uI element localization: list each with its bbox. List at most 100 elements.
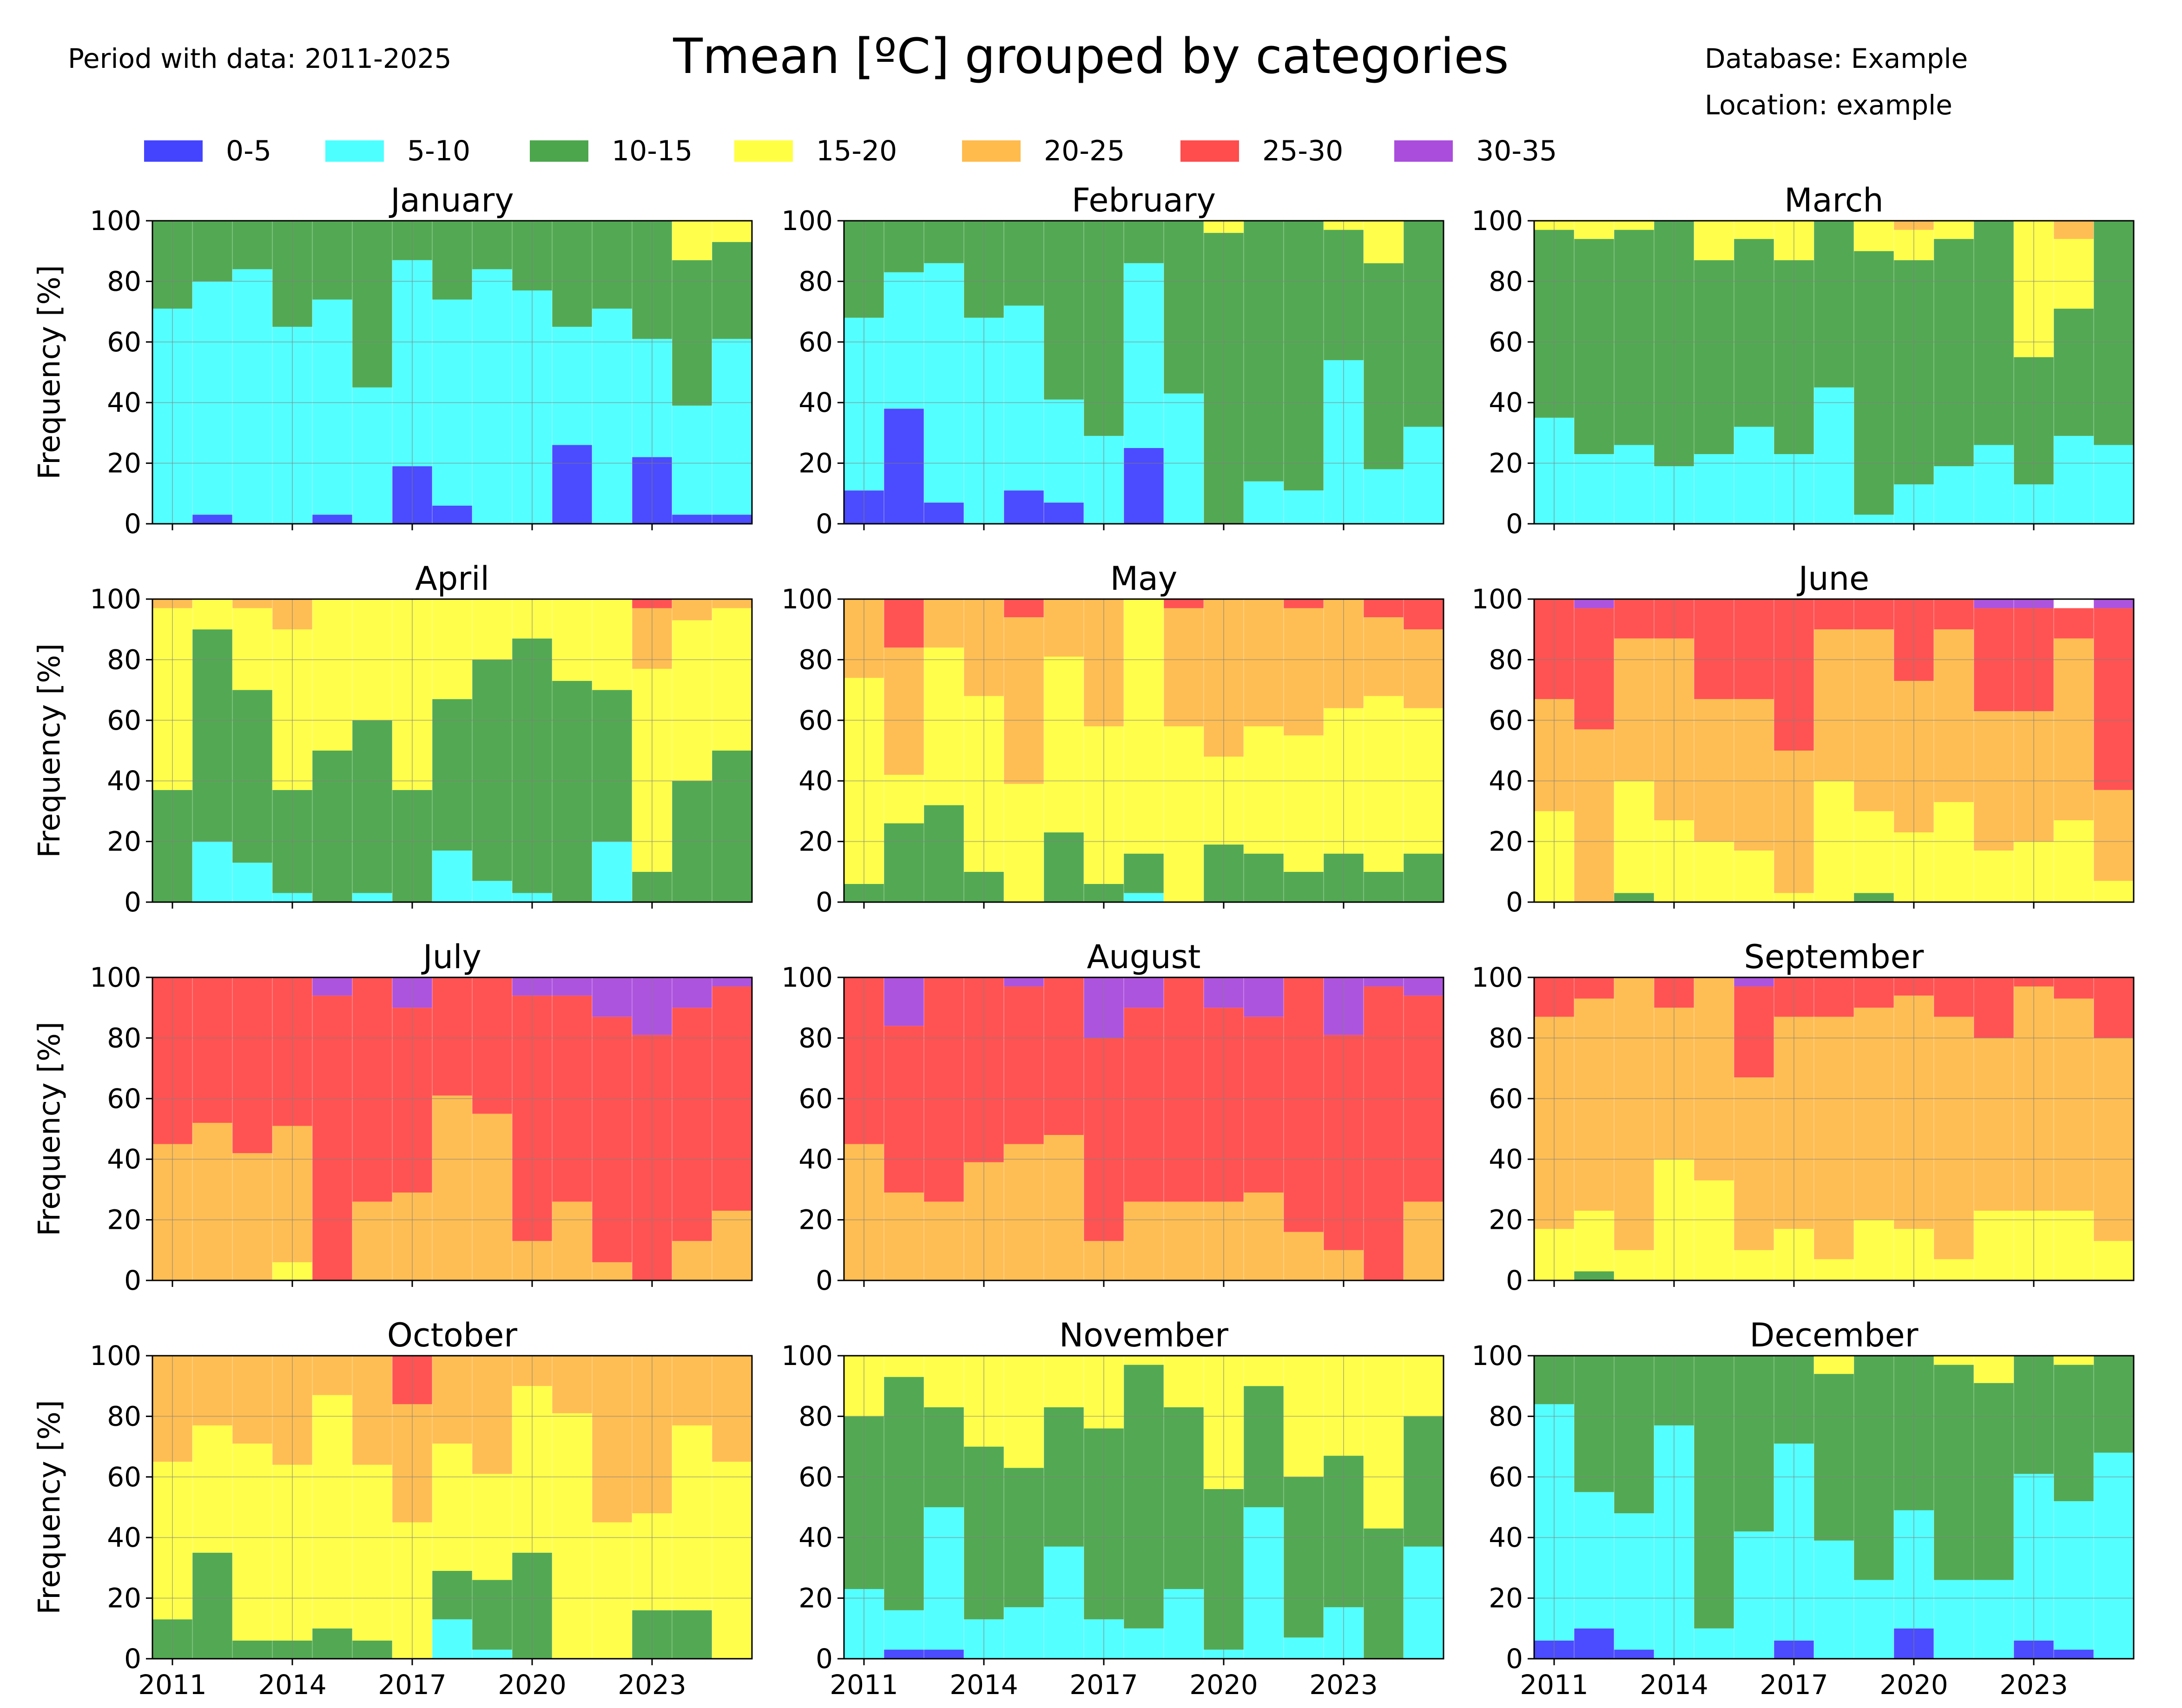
bar-segment [352,720,392,893]
bar-segment [1124,221,1164,264]
bar-segment [1934,221,1974,239]
bar-segment [884,775,924,824]
bar-segment [924,1507,964,1650]
bar-segment [592,599,632,690]
bar-segment [592,841,632,902]
panel-frame [152,598,753,903]
bar-segment [1404,1356,1444,1417]
bar-segment [192,1356,232,1425]
bar-segment [1404,221,1444,427]
x-tick-label: 2017 [1760,1669,1828,1701]
y-tick-label: 20 [1489,826,1523,857]
x-tick-label: 2011 [1520,1669,1589,1701]
panel-frame [152,976,753,1281]
bar-segment [1244,977,1284,1017]
y-tick-label: 100 [90,583,141,615]
y-tick-label: 40 [798,1522,833,1553]
bar-segment [432,851,472,902]
bar-segment [1044,656,1084,833]
bar-segment [1404,629,1444,708]
legend-swatch [325,140,384,162]
bar-segment [1164,599,1204,608]
y-tick-label: 40 [107,387,141,418]
bar-segment [1244,1386,1284,1507]
panel-title: November [1059,1316,1228,1354]
bar-segment [312,977,352,996]
bar-segment [1124,853,1164,893]
y-tick-label: 20 [107,1204,141,1236]
bar-segment [1284,735,1324,872]
bar-segment [924,502,964,524]
bar-segment [1934,977,1974,1017]
bar-segment [1734,986,1774,1078]
y-tick-label: 40 [1489,387,1523,418]
x-tick-label: 2020 [498,1669,567,1701]
panel-frame [152,220,753,525]
y-tick-label: 80 [1489,265,1523,297]
bar-segment [1044,399,1084,503]
bar-segment [1734,239,1774,427]
bar-segment [1284,490,1324,524]
bar-segment [1044,1356,1084,1407]
bar-segment [1284,599,1324,608]
bar-segment [552,221,592,327]
legend-swatch [962,140,1021,162]
bar-segment [1004,977,1044,987]
bar-segment [232,269,272,524]
bar-segment [1004,1607,1044,1659]
bar-segment [1614,977,1654,1250]
bar-segment [192,1552,232,1659]
bar-segment [592,1356,632,1523]
bar-segment [312,751,352,902]
bar-segment [1364,1528,1404,1659]
y-tick-label: 100 [1471,583,1523,615]
y-tick-label: 40 [1489,1143,1523,1175]
bar-segment [712,1211,752,1280]
bar-segment [1164,977,1204,1202]
bar-segment [1614,1513,1654,1650]
bar-segment [352,387,392,524]
bar-segment [352,221,392,388]
y-tick-label: 80 [798,1022,833,1054]
bar-segment [1814,977,1854,1017]
bar-segment [2094,221,2134,445]
period-label: Period with data: 2011-2025 [68,43,452,74]
y-tick-label: 60 [1489,326,1523,358]
bar-segment [312,299,352,515]
bar-segment [552,1356,592,1413]
bar-segment [1164,608,1204,726]
bar-segment [1934,629,1974,802]
x-tick-label: 2023 [1999,1669,2068,1701]
bar-segment [1004,986,1044,1144]
bar-segment [2054,435,2094,524]
bar-segment [2054,309,2094,436]
bar-segment [1814,1374,1854,1541]
bar-segment [1164,1201,1204,1280]
bar-segment [884,823,924,902]
bar-segment [1974,1211,2014,1280]
bar-segment [1004,490,1044,524]
y-tick-label: 0 [1506,508,1523,540]
bar-segment [884,1192,924,1280]
bar-segment [2054,1649,2094,1659]
bar-segment [2094,790,2134,881]
legend-swatch [1180,140,1239,162]
bar-segment [1364,599,1404,618]
bar-segment [192,1425,232,1553]
bar-segment [2094,1452,2134,1659]
bar-segment [1124,1356,1164,1365]
bar-segment [1854,1220,1894,1280]
y-tick-label: 100 [781,1340,833,1372]
panel-august: 0 20 40 60 80 100 August [781,938,1444,1296]
bar-segment [1734,977,1774,987]
bar-segment [1694,1356,1734,1629]
bar-segment [1124,1365,1164,1629]
y-tick-label: 0 [124,1643,141,1675]
y-tick-label: 40 [798,765,833,797]
bar-segment [192,599,232,630]
bar-segment [924,1407,964,1507]
bar-segment [192,629,232,842]
bar-segment [2054,638,2094,820]
panel-title: August [1087,938,1201,976]
bar-segment [1404,599,1444,630]
